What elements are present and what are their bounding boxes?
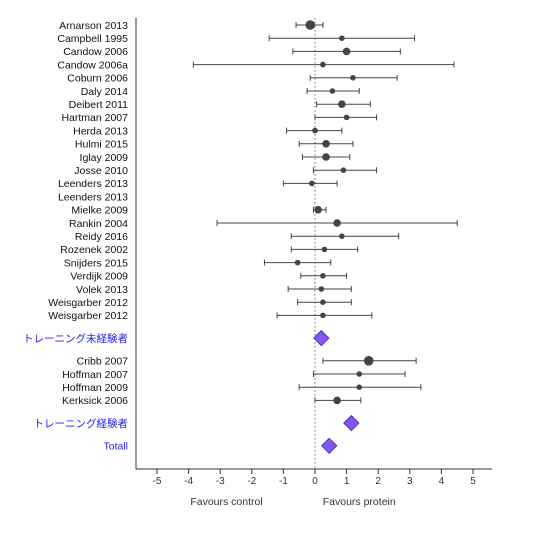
study-label: Kerksick 2006 <box>62 395 128 407</box>
study-label: Reidy 2016 <box>75 231 128 243</box>
study-label: Deibert 2011 <box>69 99 129 111</box>
effect-point <box>356 371 363 377</box>
effect-point <box>329 88 336 94</box>
effect-point <box>320 61 326 68</box>
x-tick-label: -1 <box>279 476 288 487</box>
study-label: Hartman 2007 <box>61 112 128 124</box>
study-label: Candow 2006 <box>63 46 128 58</box>
effect-point <box>305 20 316 30</box>
study-label: Candow 2006a <box>57 59 128 71</box>
effect-point <box>342 47 351 56</box>
effect-point <box>314 206 322 214</box>
study-label: Arnarson 2013 <box>59 20 128 32</box>
study-label: Hulmi 2015 <box>75 139 128 151</box>
x-tick-label: -5 <box>153 476 162 487</box>
effect-point <box>309 180 315 187</box>
study-label: Cribb 2007 <box>77 356 129 368</box>
effect-point <box>322 140 330 148</box>
study-label: Volek 2013 <box>76 284 128 296</box>
effect-point <box>339 233 345 239</box>
effect-point <box>294 259 301 266</box>
effect-point <box>320 299 326 306</box>
study-label: Rankin 2004 <box>69 218 128 230</box>
effect-point <box>338 100 346 108</box>
summary-diamond <box>313 329 330 347</box>
x-tick-label: 3 <box>407 476 413 487</box>
effect-point <box>340 167 347 173</box>
favours-control-label: Favours control <box>190 496 262 508</box>
x-tick-label: 2 <box>375 476 381 487</box>
summary-diamond <box>343 414 360 432</box>
study-label: Hoffman 2009 <box>62 382 128 394</box>
x-tick-label: 0 <box>312 476 318 487</box>
study-label: Snijders 2015 <box>64 257 128 269</box>
effect-point <box>320 273 326 279</box>
study-label: Mielke 2009 <box>71 205 128 217</box>
study-label: Coburn 2006 <box>67 73 128 85</box>
study-label: Herda 2013 <box>73 125 128 137</box>
study-label: Daly 2014 <box>81 86 128 98</box>
summary-label: トレーニング未経験者 <box>23 332 128 345</box>
study-label: Weisgarber 2012 <box>48 297 128 309</box>
study-label: Leenders 2013 <box>58 191 128 203</box>
study-label: Campbell 1995 <box>57 33 128 45</box>
study-label: Verdijk 2009 <box>70 271 128 283</box>
effect-point <box>320 312 326 319</box>
x-tick-label: -4 <box>184 476 193 487</box>
x-tick-label: 4 <box>439 476 445 487</box>
effect-point <box>333 219 341 227</box>
summary-label: トレーニング経験者 <box>34 417 129 430</box>
study-label: Weisgarber 2012 <box>48 310 128 322</box>
effect-point <box>321 246 328 253</box>
effect-point <box>333 396 341 405</box>
x-tick-label: -2 <box>247 476 256 487</box>
effect-point <box>356 384 363 391</box>
study-label: Leenders 2013 <box>58 178 128 190</box>
summary-label: Totall <box>103 441 128 453</box>
summary-diamond <box>321 437 338 455</box>
favours-protein-label: Favours protein <box>323 496 396 508</box>
x-tick-label: -3 <box>216 476 225 487</box>
effect-point <box>350 75 356 81</box>
effect-point <box>322 153 330 161</box>
effect-point <box>312 127 318 134</box>
x-tick-label: 1 <box>344 476 350 487</box>
study-label: Josse 2010 <box>74 165 128 177</box>
study-label: Rozenek 2002 <box>60 244 128 256</box>
x-tick-label: 5 <box>470 476 476 487</box>
study-label: Iglay 2009 <box>80 152 129 164</box>
effect-point <box>318 286 325 292</box>
effect-point <box>363 356 374 366</box>
effect-point <box>339 35 345 41</box>
study-label: Hoffman 2007 <box>62 369 128 381</box>
effect-point <box>343 114 350 121</box>
